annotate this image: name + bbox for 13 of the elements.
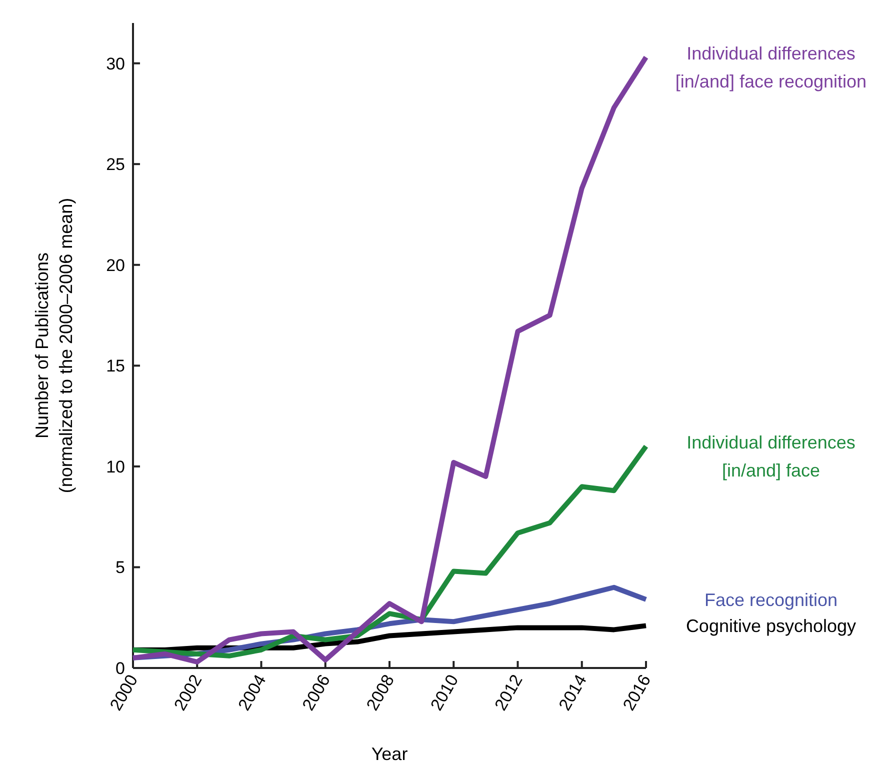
series-label: Individual differences [in/and] face recognition: [675, 44, 867, 92]
x-axis-title: Year: [371, 744, 408, 764]
text: Cognitive psychology: [686, 616, 856, 636]
y-tick-label: 30: [106, 54, 125, 74]
y-axis-title: Number of Publications (normalized to the 2000–2006 mean): [32, 198, 76, 494]
text: Individual differences [in/and] face: [686, 432, 856, 481]
y-tick-label: 20: [106, 256, 125, 275]
y-tick-label: 5: [116, 558, 125, 578]
y-tick-label: 10: [106, 457, 125, 476]
text: Face recognition: [704, 590, 838, 610]
y-tick-label: 15: [106, 356, 125, 376]
y-tick-label: 0: [116, 658, 125, 678]
y-tick-label: 25: [106, 155, 125, 174]
